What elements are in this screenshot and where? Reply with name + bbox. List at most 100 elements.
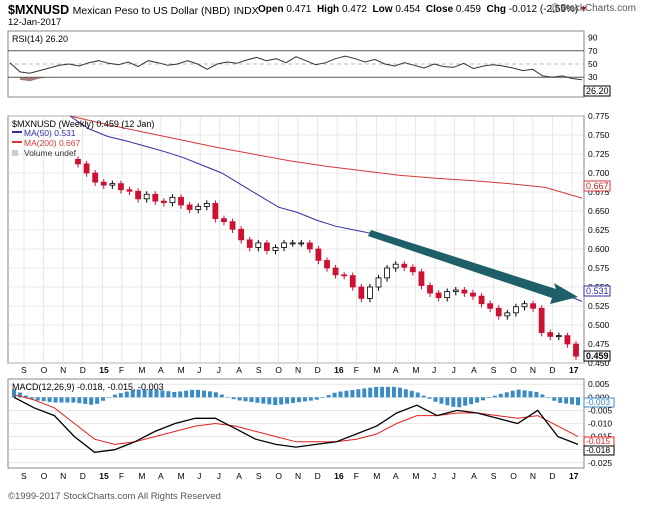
price-x-tick-label: D xyxy=(80,365,86,375)
macd-histogram-bar xyxy=(528,391,533,398)
macd-histogram-bar xyxy=(415,392,420,398)
open-label: Open xyxy=(258,4,284,15)
price-x-tick-label: N xyxy=(530,365,536,375)
macd-histogram-bar xyxy=(154,389,159,398)
stockcharts-logo: @StockCharts.com xyxy=(549,3,636,14)
macd-histogram-bar xyxy=(106,397,111,398)
chart-date: 12-Jan-2017 xyxy=(8,17,62,28)
macd-histogram-bar xyxy=(172,391,177,398)
macd-histogram-bar xyxy=(302,397,307,402)
ma200-last-box xyxy=(583,180,611,192)
macd-tick-label: -0.025 xyxy=(588,458,612,468)
macd-histogram-bar xyxy=(558,397,563,403)
macd-x-tick-label: F xyxy=(354,471,359,481)
macd-histogram-bar xyxy=(344,390,349,398)
high-value: 0.472 xyxy=(341,4,367,15)
ohlc-readout: Open 0.471 High 0.472 Low 0.454 Close 0.… xyxy=(258,4,586,15)
macd-x-tick-label: S xyxy=(256,471,262,481)
macd-histogram-bar xyxy=(374,386,379,398)
price-legend-title: $MXNUSD (Weekly) 0.459 (12 Jan) xyxy=(12,119,154,129)
macd-x-tick-label: O xyxy=(41,471,48,481)
candle-body xyxy=(521,303,528,308)
price-tick-label: 0.775 xyxy=(588,111,610,121)
macd-histogram-bar xyxy=(77,397,82,404)
candle-body xyxy=(221,218,227,223)
candle-body xyxy=(478,295,485,305)
macd-histogram-bar xyxy=(83,397,88,404)
macd-histogram-bar xyxy=(47,397,52,402)
price-tick-label: 0.500 xyxy=(588,320,610,330)
macd-x-tick-label: N xyxy=(295,471,301,481)
candle-body xyxy=(298,242,305,245)
macd-histogram-bar xyxy=(130,390,135,398)
price-tick-label: 0.600 xyxy=(588,244,610,254)
ma200-legend: MA(200) 0.667 xyxy=(24,138,80,148)
macd-title: MACD(12,26,9) -0.018, -0.015, -0.003 xyxy=(12,382,164,392)
macd-histogram-bar xyxy=(118,393,123,398)
macd-histogram-bar xyxy=(267,397,272,405)
candle-body xyxy=(332,267,339,276)
price-x-tick-label: J xyxy=(432,365,436,375)
macd-histogram-bar xyxy=(552,397,557,401)
candle-body xyxy=(169,196,176,204)
macd-histogram-bar xyxy=(475,397,480,403)
candle-body xyxy=(504,312,511,317)
macd-histogram-bar xyxy=(291,397,296,403)
price-x-tick-label: N xyxy=(295,365,301,375)
macd-histogram-bar xyxy=(439,397,444,404)
candle-body xyxy=(135,190,142,200)
candle-body xyxy=(555,335,562,338)
macd-histogram-bar xyxy=(498,393,503,398)
macd-histogram-bar xyxy=(445,397,450,406)
macd-x-tick-label: O xyxy=(275,471,282,481)
price-x-tick-label: 16 xyxy=(334,365,344,375)
macd-histogram-bar xyxy=(451,397,456,407)
macd-histogram-bar xyxy=(397,387,402,398)
macd-histogram-bar xyxy=(522,390,527,398)
macd-last-tags: -0.003 -0.015 -0.018 xyxy=(583,397,615,456)
candle-body xyxy=(229,221,236,230)
index-tag: INDX xyxy=(233,5,259,17)
macd-histogram-bar xyxy=(463,397,468,406)
candle-body xyxy=(444,291,451,299)
candle-body xyxy=(186,204,193,210)
price-tick-label: 0.700 xyxy=(588,168,610,178)
candle-body xyxy=(547,332,554,337)
macd-line xyxy=(13,396,579,453)
macd-x-tick-label: A xyxy=(236,471,242,481)
macd-x-tick-label: S xyxy=(21,471,27,481)
price-x-tick-label: J xyxy=(452,365,456,375)
macd-histogram-bar xyxy=(427,397,432,399)
price-x-tick-label: A xyxy=(236,365,242,375)
macd-histogram-bar xyxy=(71,397,76,403)
candle-body xyxy=(564,335,571,345)
macd-histogram-bar xyxy=(504,392,509,398)
candle-body xyxy=(435,292,442,299)
macd-histogram-bar xyxy=(564,397,569,404)
candle-body xyxy=(384,267,391,279)
price-x-tick-label: M xyxy=(138,365,145,375)
macd-histogram-bar xyxy=(29,397,34,399)
candle-body xyxy=(263,242,270,251)
candle-body xyxy=(452,289,459,292)
volume-legend: Volume undef xyxy=(24,148,77,158)
macd-histogram-bar xyxy=(12,389,16,398)
candle-body xyxy=(195,206,202,210)
candle-body xyxy=(178,196,184,206)
macd-histogram-bar xyxy=(510,390,515,398)
candle-body xyxy=(409,266,416,273)
candle-body xyxy=(573,343,579,357)
price-panel-frame xyxy=(7,115,585,364)
price-x-tick-label: N xyxy=(60,365,66,375)
macd-histogram-bar xyxy=(231,397,236,400)
chg-value: -0.012 (-2.59%) xyxy=(508,4,579,15)
macd-histogram-bar xyxy=(273,397,278,406)
candle-body xyxy=(341,274,348,277)
macd-histogram-bar xyxy=(285,397,290,404)
price-x-tick-label: O xyxy=(510,365,517,375)
price-x-tick-label: M xyxy=(178,365,185,375)
price-last-tag: 0.459 xyxy=(583,350,611,362)
price-x-tick-label: O xyxy=(41,365,48,375)
price-x-tick-label: F xyxy=(119,365,124,375)
